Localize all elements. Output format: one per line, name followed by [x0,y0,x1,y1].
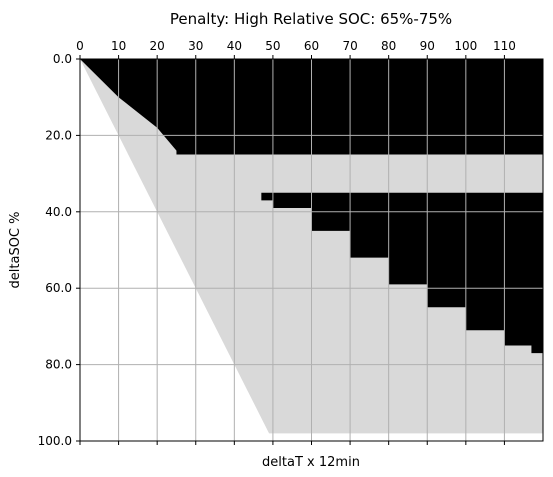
x-tick-label: 10 [111,39,126,53]
x-tick-label: 110 [493,39,516,53]
x-tick-label: 0 [76,39,84,53]
x-tick-label: 30 [188,39,203,53]
x-axis-ticks: 0 10 20 30 40 50 60 70 80 90 100 110 [76,39,516,445]
x-tick-label: 90 [420,39,435,53]
x-tick-label: 50 [265,39,280,53]
x-tick-label: 80 [381,39,396,53]
x-tick-label: 100 [454,39,477,53]
x-tick-label: 40 [227,39,242,53]
y-tick-label: 20.0 [45,128,72,142]
x-tick-label: 60 [304,39,319,53]
y-tick-label: 100.0 [38,434,72,448]
y-axis-ticks: 0.0 20.0 40.0 60.0 80.0 100.0 [38,52,80,448]
y-tick-label: 40.0 [45,205,72,219]
y-tick-label: 60.0 [45,281,72,295]
chart-title: Penalty: High Relative SOC: 65%-75% [170,10,452,28]
plot-area [79,58,544,442]
penalty-region-lower [249,192,543,354]
x-tick-label: 20 [150,39,165,53]
y-tick-label: 0.0 [53,52,72,66]
x-axis-label: deltaT x 12min [262,455,360,470]
y-tick-label: 80.0 [45,358,72,372]
y-axis-label: deltaSOC % [8,212,23,289]
x-tick-label: 70 [342,39,357,53]
